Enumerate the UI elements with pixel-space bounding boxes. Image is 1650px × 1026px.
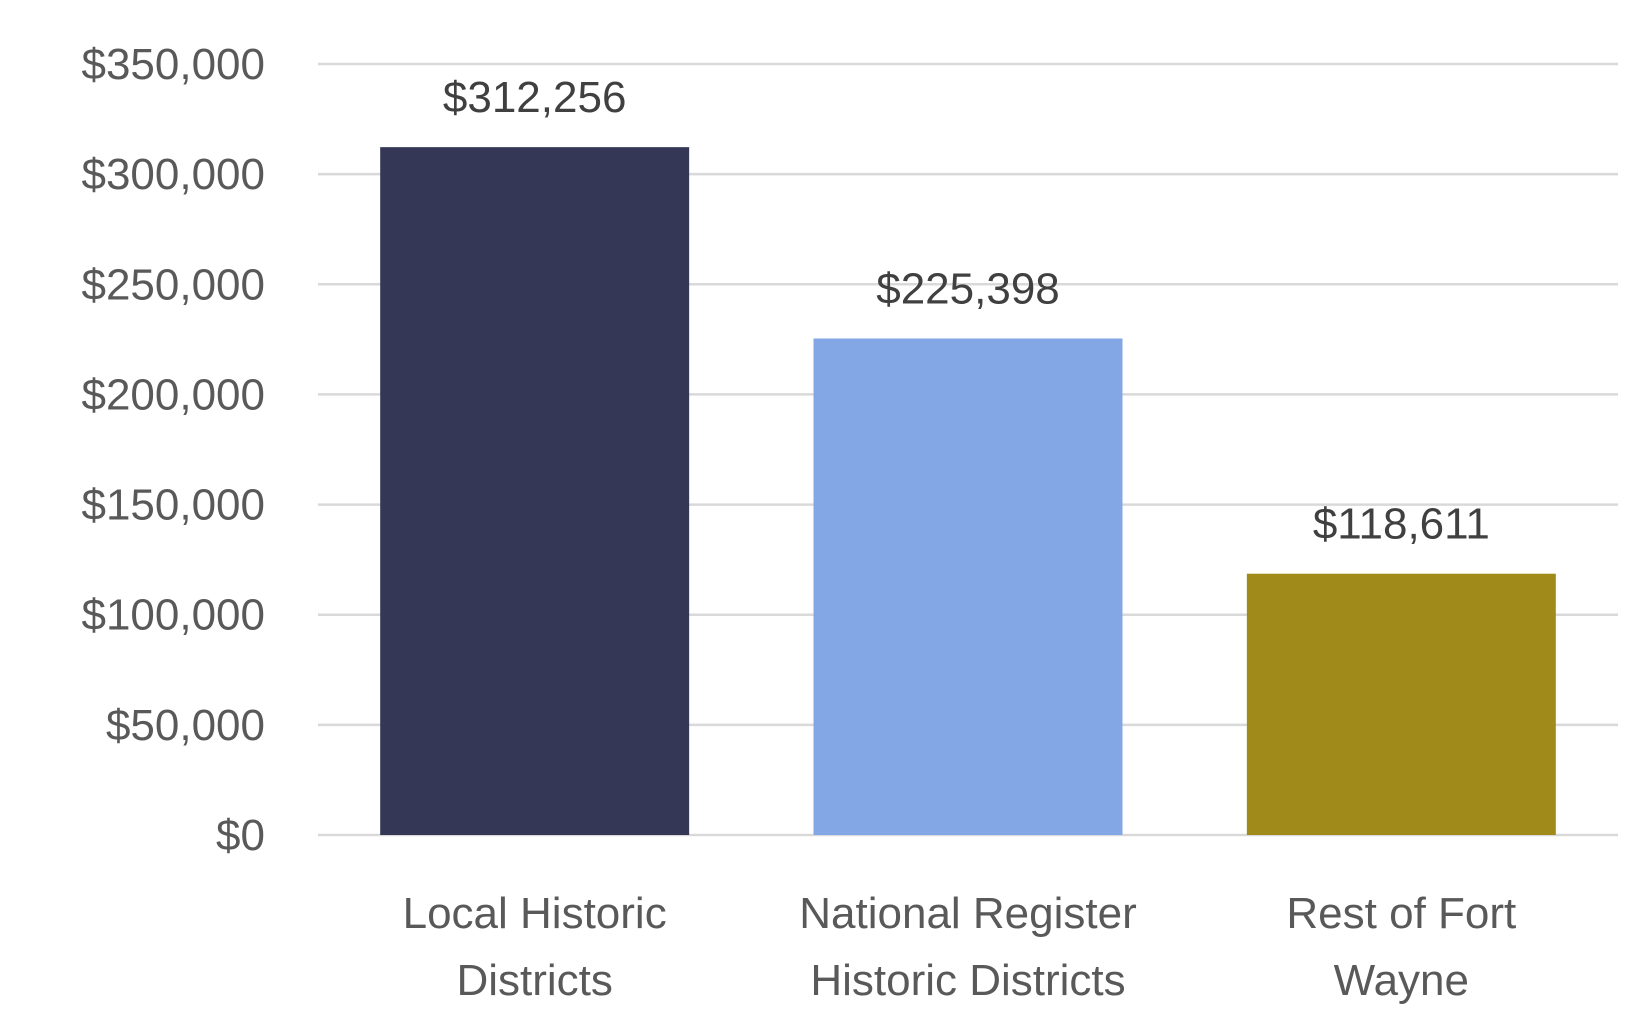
data-label: $118,611	[1313, 500, 1490, 549]
bar	[1246, 573, 1556, 835]
bar	[380, 147, 690, 835]
x-axis-category-labels: Local Historic Districts National Register…	[403, 889, 1517, 1005]
data-label: $225,398	[876, 264, 1060, 313]
y-axis-tick-labels: $0 $50,000 $100,000 $150,000 $200,000 $250,00…	[81, 40, 265, 860]
y-tick-label: $200,000	[81, 370, 265, 419]
x-category-label: Rest of Fort	[1286, 889, 1516, 938]
y-tick-label: $350,000	[81, 40, 265, 89]
x-category-label: Wayne	[1334, 956, 1469, 1005]
y-tick-label: $300,000	[81, 150, 265, 199]
x-category-label: National Register	[799, 889, 1137, 938]
data-label: $312,256	[443, 73, 627, 122]
x-category-label: Local Historic	[403, 889, 667, 938]
y-tick-label: $50,000	[106, 701, 265, 750]
y-tick-label: $100,000	[81, 591, 265, 640]
y-tick-label: $150,000	[81, 481, 265, 530]
bar	[813, 338, 1123, 835]
x-category-label: Districts	[456, 956, 612, 1005]
y-tick-label: $250,000	[81, 260, 265, 309]
y-tick-label: $0	[216, 811, 265, 860]
bars	[380, 147, 1556, 835]
data-labels: $312,256 $225,398 $118,611	[443, 73, 1490, 549]
x-category-label: Historic Districts	[810, 956, 1125, 1005]
